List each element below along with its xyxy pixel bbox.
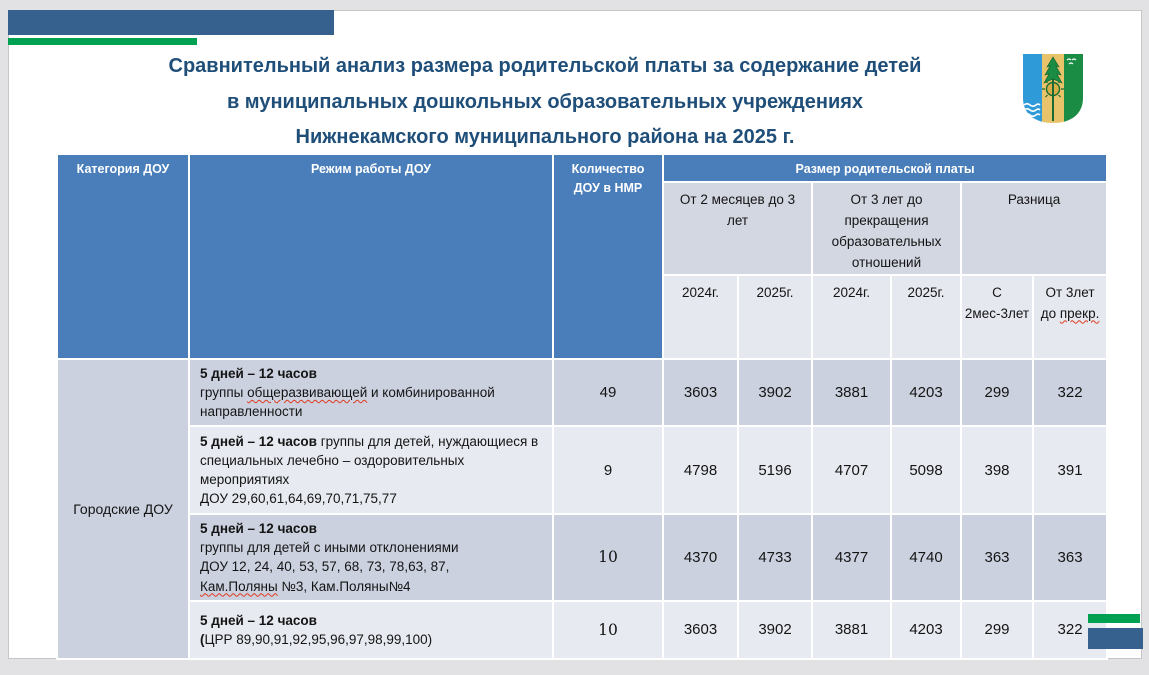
- count-cell: 10: [554, 601, 662, 658]
- value-cell: 299: [962, 601, 1032, 658]
- col-header-year-2024-a: 2024г.: [664, 275, 737, 358]
- value-cell: 391: [1034, 427, 1107, 514]
- value-cell: 363: [962, 515, 1032, 600]
- decorative-blue-bar-top: [8, 10, 334, 35]
- mode-cell-row3: 5 дней – 12 часов группы для детей с ины…: [190, 515, 552, 600]
- value-cell: 322: [1034, 359, 1107, 426]
- col-header-year-2025-a: 2025г.: [739, 275, 811, 358]
- value-cell: 5196: [739, 427, 811, 514]
- value-cell: 3603: [664, 359, 737, 426]
- value-cell: 3603: [664, 601, 737, 658]
- value-cell: 3902: [739, 601, 811, 658]
- value-cell: 363: [1034, 515, 1107, 600]
- col-header-mode: Режим работы ДОУ: [190, 155, 552, 358]
- schedule-label: 5 дней – 12 часов: [200, 433, 317, 449]
- title-line-3: Нижнекамского муниципального района на 2…: [295, 126, 795, 148]
- count-cell: 49: [554, 359, 662, 426]
- value-cell: 4370: [664, 515, 737, 600]
- col-header-difference: Разница: [962, 183, 1107, 274]
- value-cell: 4203: [892, 359, 960, 426]
- mode-cell-row4: 5 дней – 12 часов (ЦРР 89,90,91,92,95,96…: [190, 601, 552, 658]
- value-cell: 4203: [892, 601, 960, 658]
- count-cell: 9: [554, 427, 662, 514]
- mode-cell-row1: 5 дней – 12 часов группы общеразвивающей…: [190, 359, 552, 426]
- misspelled-word: Кам.Поляны: [200, 578, 278, 594]
- col-header-age-3-plus: От 3 лет до прекращения образовательных …: [813, 183, 960, 274]
- schedule-label: 5 дней – 12 часов: [200, 612, 317, 628]
- schedule-label: 5 дней – 12 часов: [200, 521, 317, 537]
- col-header-category: Категория ДОУ: [58, 155, 188, 358]
- decorative-green-bar-bottom: [1088, 614, 1140, 623]
- title-line-2: в муниципальных дошкольных образовательн…: [226, 90, 864, 113]
- value-cell: 4798: [664, 427, 737, 514]
- row-group-category: Городские ДОУ: [58, 359, 188, 658]
- mode-cell-row2: 5 дней – 12 часов группы для детей, нужд…: [190, 427, 552, 514]
- value-cell: 3881: [813, 601, 890, 658]
- presentation-slide: Сравнительный анализ размера родительско…: [8, 10, 1143, 660]
- schedule-label: 5 дней – 12 часов: [200, 365, 317, 381]
- value-cell: 398: [962, 427, 1032, 514]
- value-cell: 299: [962, 359, 1032, 426]
- city-coat-of-arms-icon: [1023, 54, 1083, 123]
- page-title: Сравнительный анализ размера родительско…: [39, 49, 1051, 156]
- col-header-diff-older: От 3лет до прекр.: [1034, 275, 1107, 358]
- value-cell: 4740: [892, 515, 960, 600]
- col-header-count: Количество ДОУ в НМР: [554, 155, 662, 358]
- title-line-1: Сравнительный анализ размера родительско…: [168, 55, 922, 77]
- decorative-blue-bar-bottom: [1088, 628, 1143, 649]
- col-header-age-0-3: От 2 месяцев до 3 лет: [664, 183, 811, 274]
- count-cell: 10: [554, 515, 662, 600]
- value-cell: 3881: [813, 359, 890, 426]
- value-cell: 4733: [739, 515, 811, 600]
- comparison-table: Категория ДОУ Режим работы ДОУ Количеств…: [56, 153, 1109, 660]
- value-cell: 3902: [739, 359, 811, 426]
- value-cell: 5098: [892, 427, 960, 514]
- value-cell: 4377: [813, 515, 890, 600]
- col-header-payment: Размер родительской платы: [664, 155, 1107, 181]
- misspelled-word: прекр.: [1059, 305, 1100, 321]
- value-cell: 4707: [813, 427, 890, 514]
- misspelled-word: общеразвивающей: [247, 384, 368, 400]
- col-header-year-2025-b: 2025г.: [892, 275, 960, 358]
- decorative-green-bar-top: [8, 38, 197, 45]
- col-header-year-2024-b: 2024г.: [813, 275, 890, 358]
- col-header-diff-younger: С 2мес-3лет: [962, 275, 1032, 358]
